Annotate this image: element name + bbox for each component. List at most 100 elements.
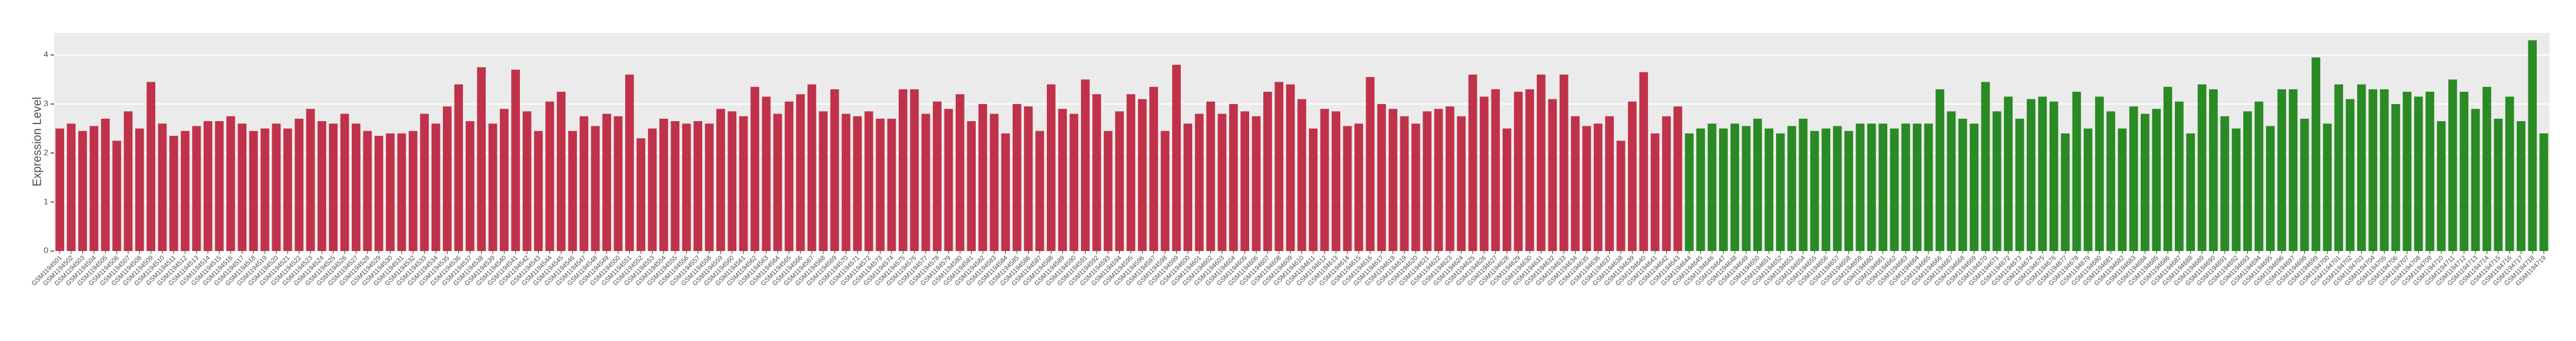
bar	[1194, 113, 1204, 251]
bar	[1012, 103, 1022, 251]
y-tick-label: 3	[44, 99, 48, 108]
bar	[1958, 118, 1967, 251]
bar	[728, 111, 737, 251]
bar	[1320, 109, 1329, 251]
bar	[1947, 111, 1956, 251]
bar	[1514, 92, 1523, 252]
bar	[1172, 65, 1181, 251]
bar	[716, 109, 725, 251]
bar	[1970, 123, 1978, 251]
y-tick-label: 0	[44, 246, 48, 255]
bar	[2129, 106, 2138, 251]
bar	[420, 113, 429, 251]
bar	[1924, 123, 1933, 251]
bar	[1798, 118, 1808, 251]
bar	[1571, 116, 1580, 251]
bar	[2061, 133, 2070, 251]
bar	[2265, 126, 2275, 251]
bar	[568, 131, 577, 251]
bar	[2517, 121, 2525, 251]
bar	[2448, 79, 2457, 251]
bar	[1069, 113, 1079, 251]
bar	[1457, 116, 1466, 251]
bar	[670, 121, 680, 251]
bar	[1343, 126, 1352, 251]
bar	[352, 123, 361, 251]
bar	[1366, 77, 1375, 252]
bar	[66, 123, 76, 251]
bar	[431, 123, 441, 251]
bar	[1582, 126, 1591, 251]
bar	[876, 118, 885, 251]
bar	[1537, 74, 1546, 251]
bar	[238, 123, 247, 251]
bar	[1810, 131, 1819, 251]
bar	[2186, 133, 2195, 251]
bar	[203, 121, 212, 251]
bar	[1103, 131, 1113, 251]
bar	[2254, 101, 2264, 251]
bar	[693, 121, 703, 251]
bar	[2460, 92, 2469, 252]
bar	[101, 118, 110, 251]
bar	[1126, 94, 1136, 251]
bar	[477, 67, 486, 251]
bar	[1730, 123, 1740, 251]
bar	[1240, 111, 1249, 251]
bar	[739, 116, 748, 251]
bar	[135, 128, 144, 251]
bar	[807, 84, 816, 252]
bar	[1936, 89, 1944, 251]
bar	[625, 74, 634, 251]
y-tick-label: 4	[44, 49, 48, 59]
bar	[386, 133, 395, 251]
bar	[1787, 126, 1796, 251]
bar	[2163, 86, 2173, 251]
bar	[2403, 92, 2412, 252]
bar	[2528, 40, 2537, 251]
bar	[1890, 128, 1899, 251]
bar	[146, 82, 156, 251]
bar	[967, 121, 976, 251]
bar	[1719, 128, 1728, 251]
bar	[2471, 109, 2480, 251]
bar	[785, 101, 794, 251]
bar	[363, 131, 372, 251]
bar	[1867, 123, 1876, 251]
bar	[682, 123, 691, 251]
bar	[2334, 84, 2343, 252]
bar	[556, 92, 566, 252]
bar	[249, 131, 258, 251]
bar	[1434, 109, 1443, 251]
bar	[2152, 109, 2161, 251]
bar	[169, 136, 178, 251]
bar	[2072, 92, 2081, 252]
bar	[2345, 99, 2355, 251]
bar	[1081, 79, 1090, 251]
bar	[2414, 96, 2423, 251]
bar	[590, 126, 600, 251]
bar	[2220, 116, 2230, 251]
bar	[89, 126, 99, 251]
bar	[488, 123, 498, 251]
bar	[1639, 72, 1649, 252]
bar	[1446, 106, 1454, 251]
bar	[2277, 89, 2287, 251]
bar	[192, 126, 201, 251]
bar	[933, 101, 942, 251]
bar	[842, 113, 850, 251]
y-tick-label: 2	[44, 148, 48, 157]
y-axis-label: Expression Level	[31, 97, 44, 186]
bar	[2243, 111, 2252, 251]
bar	[1753, 118, 1762, 251]
bar	[955, 94, 965, 251]
bar	[2494, 118, 2503, 251]
bar	[2288, 89, 2298, 251]
bar	[1332, 111, 1340, 251]
bar	[2197, 84, 2207, 252]
bar	[990, 113, 999, 251]
bar	[2004, 96, 2013, 251]
bar	[910, 89, 919, 251]
bar	[1548, 99, 1557, 251]
